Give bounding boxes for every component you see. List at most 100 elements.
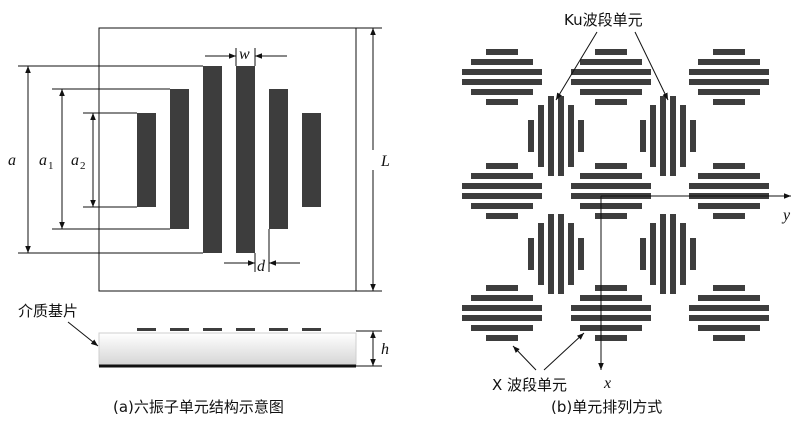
y-axis-label: y <box>781 207 791 224</box>
dipole-bar <box>713 335 745 341</box>
dipole-bar <box>486 335 518 341</box>
dipole-bar <box>713 99 745 105</box>
dipole-section <box>203 328 222 331</box>
dipole-bar <box>538 105 544 167</box>
dipole-bar <box>595 163 627 169</box>
dipole-bar <box>548 214 554 294</box>
dipole-bar <box>690 120 696 152</box>
dipole-bar <box>538 223 544 285</box>
ku-band-element <box>640 214 696 294</box>
dipole-section <box>302 328 321 331</box>
dipole-bar <box>137 113 156 207</box>
dipole-bar <box>528 120 534 152</box>
dipole-bar <box>690 238 696 270</box>
substrate-pointer <box>67 321 99 347</box>
unit-cell-boundary <box>98 27 357 292</box>
dipole-bar <box>578 120 584 152</box>
dipole-bar <box>595 213 627 219</box>
dipole-bar <box>462 315 542 321</box>
x-band-element <box>571 163 651 219</box>
dipole-bar <box>660 96 666 176</box>
dipole-bar <box>689 79 769 85</box>
dipole-bar <box>580 203 642 209</box>
x-band-element <box>462 49 542 105</box>
ku-pointer-right <box>634 31 669 101</box>
unit-cell-diagram: a a 1 a 2 L w d h 介质基片 (a)六振子单元结构示意图 <box>7 27 390 416</box>
dipole-bar <box>203 66 222 253</box>
x-band-element <box>462 285 542 341</box>
dipole-bar <box>462 69 542 75</box>
dipole-bar <box>462 305 542 311</box>
dipole-bar <box>595 285 627 291</box>
dipole-bar <box>580 295 642 301</box>
dipole-bar <box>269 89 288 229</box>
x-band-element <box>689 285 769 341</box>
ku-pointer-left <box>555 31 598 101</box>
dipole-bar <box>595 335 627 341</box>
dipole-bar <box>486 163 518 169</box>
dipole-bar <box>660 214 666 294</box>
dimension-a1-subscript: 1 <box>48 160 54 172</box>
x-band-element <box>462 163 542 219</box>
dipole-bar <box>689 183 769 189</box>
dipole-bar <box>713 213 745 219</box>
dipole-section <box>170 328 189 331</box>
dipole-bar <box>698 59 760 65</box>
x-band-element <box>571 49 651 105</box>
dipole-bar <box>568 223 574 285</box>
dipole-bar <box>698 295 760 301</box>
dipole-bar <box>689 315 769 321</box>
dipole-bar <box>640 238 646 270</box>
dimension-d-label: d <box>257 258 266 275</box>
dipole-bar <box>462 183 542 189</box>
x-pointer-left <box>512 345 537 371</box>
dipole-bar <box>471 59 533 65</box>
dipole-bar <box>486 285 518 291</box>
dipole-bar <box>580 173 642 179</box>
dipole-bar <box>571 305 651 311</box>
x-axis-label: x <box>603 375 611 392</box>
dimension-a2-label: a <box>71 152 79 169</box>
dipole-bar <box>713 163 745 169</box>
substrate-label: 介质基片 <box>18 302 78 320</box>
dimension-h-label: h <box>381 341 389 358</box>
dipole-bar <box>471 295 533 301</box>
ku-band-element <box>528 96 584 176</box>
dipole-bar <box>689 305 769 311</box>
x-band-element <box>571 285 651 341</box>
dipole-bar <box>595 99 627 105</box>
dipole-bar <box>471 325 533 331</box>
left-caption: (a)六振子单元结构示意图 <box>113 398 284 416</box>
dipole-bar <box>170 89 189 229</box>
dielectric-substrate <box>98 332 357 367</box>
x-band-label: X 波段单元 <box>492 376 567 394</box>
dipole-bar <box>571 183 651 189</box>
ku-band-element <box>640 96 696 176</box>
dipole-bar <box>580 59 642 65</box>
dipole-bar <box>236 66 255 253</box>
dipole-bar <box>558 214 564 294</box>
dimension-w-label: w <box>239 46 250 63</box>
dimension-a1-label: a <box>39 152 47 169</box>
dipole-bar <box>548 96 554 176</box>
dipole-bar <box>650 105 656 167</box>
dipole-bar <box>302 113 321 207</box>
dipole-bar <box>698 325 760 331</box>
dipole-bar <box>528 238 534 270</box>
dipole-bar <box>486 213 518 219</box>
x-band-element <box>689 49 769 105</box>
dipole-bar <box>580 89 642 95</box>
dimension-a2-subscript: 2 <box>80 160 86 172</box>
dipole-bar <box>698 173 760 179</box>
dipole-bar <box>680 223 686 285</box>
dipole-bar <box>578 238 584 270</box>
dipole-bar <box>486 99 518 105</box>
array-arrangement-diagram: y x Ku波段单元 X 波段单元 (b)单元排列方式 <box>462 11 791 416</box>
dipole-bar <box>680 105 686 167</box>
dipole-bar <box>486 49 518 55</box>
dipole-bar <box>640 120 646 152</box>
dipole-bar <box>471 173 533 179</box>
dipole-bar <box>571 315 651 321</box>
dipole-bar <box>558 96 564 176</box>
